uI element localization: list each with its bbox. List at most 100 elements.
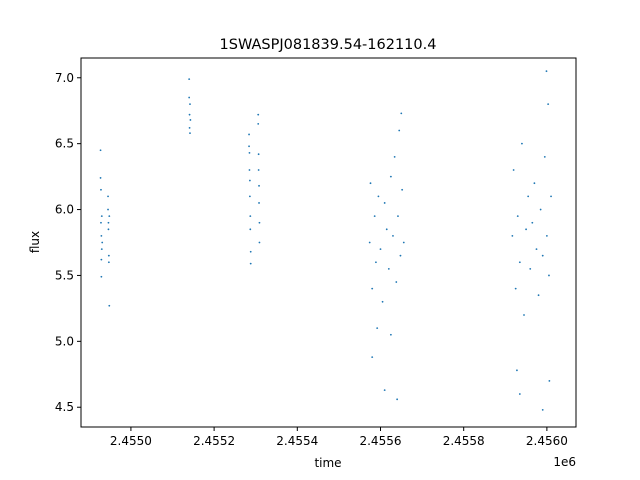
data-point bbox=[248, 195, 251, 198]
data-point bbox=[108, 304, 111, 307]
data-point bbox=[548, 379, 551, 382]
data-point bbox=[257, 153, 260, 156]
data-point bbox=[107, 254, 110, 257]
data-point bbox=[531, 221, 534, 224]
data-point bbox=[397, 215, 399, 218]
data-point bbox=[379, 248, 382, 250]
data-point bbox=[100, 188, 102, 191]
data-point bbox=[399, 254, 402, 257]
data-point bbox=[258, 221, 261, 224]
x-tick-label: 2.4556 bbox=[359, 434, 401, 448]
y-axis-label: flux bbox=[28, 231, 42, 253]
data-point bbox=[402, 241, 405, 244]
data-point bbox=[371, 287, 374, 290]
data-point bbox=[249, 262, 252, 265]
data-point bbox=[381, 300, 384, 303]
data-point bbox=[369, 182, 372, 185]
data-point bbox=[518, 393, 521, 395]
data-point bbox=[249, 215, 252, 218]
chart-title: 1SWASPJ081839.54-162110.4 bbox=[220, 37, 437, 53]
data-point bbox=[189, 103, 191, 106]
x-tick-label: 2.4558 bbox=[443, 434, 485, 448]
data-point bbox=[258, 241, 261, 244]
data-point bbox=[547, 103, 550, 106]
x-tick-label: 2.4552 bbox=[193, 434, 235, 448]
data-points bbox=[99, 70, 552, 411]
data-point bbox=[383, 202, 386, 204]
data-point bbox=[523, 314, 525, 316]
data-point bbox=[375, 261, 377, 264]
data-point bbox=[248, 133, 250, 136]
data-point bbox=[516, 369, 518, 372]
data-point bbox=[543, 155, 546, 158]
data-point bbox=[107, 195, 109, 198]
data-point bbox=[527, 195, 530, 198]
data-point bbox=[188, 78, 191, 80]
data-point bbox=[376, 327, 379, 330]
data-point bbox=[373, 215, 376, 218]
data-point bbox=[389, 333, 392, 336]
data-point bbox=[377, 195, 380, 198]
x-tick-label: 2.4554 bbox=[276, 434, 318, 448]
data-point bbox=[392, 235, 394, 237]
data-point bbox=[371, 356, 374, 359]
data-point bbox=[535, 248, 538, 250]
data-point bbox=[533, 182, 536, 185]
data-point bbox=[514, 287, 517, 290]
x-tick-label: 2.4550 bbox=[110, 434, 152, 448]
y-tick-label: 5.0 bbox=[55, 334, 74, 348]
data-point bbox=[398, 129, 401, 132]
data-point bbox=[521, 142, 523, 145]
data-point bbox=[518, 261, 521, 264]
x-axis-ticks: 2.4550 2.4552 2.4554 2.4556 2.4558 2.4560 bbox=[110, 427, 568, 448]
data-point bbox=[100, 235, 103, 237]
data-point bbox=[400, 112, 403, 115]
data-point bbox=[257, 169, 260, 171]
data-point bbox=[248, 151, 251, 154]
data-point bbox=[248, 169, 251, 171]
data-point bbox=[258, 184, 260, 187]
data-point bbox=[368, 241, 371, 244]
data-point bbox=[188, 126, 191, 129]
x-axis-label: time bbox=[314, 456, 341, 470]
y-tick-label: 4.5 bbox=[55, 400, 74, 414]
data-point bbox=[100, 221, 102, 224]
data-point bbox=[383, 389, 386, 391]
x-tick-label: 2.4560 bbox=[526, 434, 568, 448]
data-point bbox=[548, 274, 550, 277]
data-point bbox=[401, 188, 404, 191]
data-point bbox=[189, 132, 191, 135]
data-point bbox=[537, 294, 540, 297]
y-tick-label: 6.0 bbox=[55, 203, 74, 217]
data-point bbox=[188, 96, 191, 99]
data-point bbox=[99, 177, 102, 179]
data-point bbox=[248, 179, 251, 182]
data-point bbox=[107, 261, 110, 264]
data-point bbox=[101, 241, 104, 244]
data-point bbox=[257, 113, 260, 116]
y-tick-label: 5.5 bbox=[55, 268, 74, 282]
data-point bbox=[249, 250, 252, 253]
data-point bbox=[512, 169, 515, 171]
data-point bbox=[396, 398, 399, 401]
x-axis-offset-label: 1e6 bbox=[553, 455, 576, 469]
data-point bbox=[100, 275, 103, 278]
data-point bbox=[550, 195, 552, 198]
data-point bbox=[545, 235, 548, 237]
data-point bbox=[100, 215, 103, 218]
y-axis-ticks: 4.5 5.0 5.5 6.0 6.5 7.0 bbox=[55, 71, 81, 414]
y-tick-label: 6.5 bbox=[55, 137, 74, 151]
data-point bbox=[257, 122, 260, 125]
data-point bbox=[541, 408, 544, 411]
data-point bbox=[107, 221, 110, 224]
data-point bbox=[516, 215, 519, 218]
data-point bbox=[395, 281, 398, 283]
data-point bbox=[189, 119, 192, 121]
data-point bbox=[258, 202, 260, 204]
data-point bbox=[529, 267, 532, 270]
data-point bbox=[100, 248, 103, 250]
y-tick-label: 7.0 bbox=[55, 71, 74, 85]
data-point bbox=[248, 145, 250, 148]
